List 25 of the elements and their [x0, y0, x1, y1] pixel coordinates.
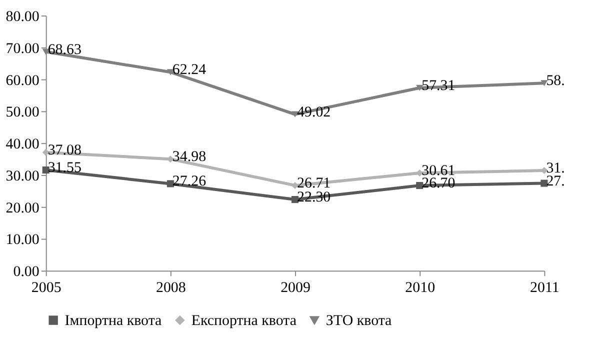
x-tick-label: 2009 [280, 280, 310, 296]
data-label: 57.31 [422, 78, 456, 94]
x-tick-label: 2011 [530, 280, 560, 296]
x-tick-label: 2008 [156, 280, 186, 296]
y-tick-label: 30.00 [6, 168, 40, 184]
y-tick-label: 10.00 [6, 232, 40, 248]
y-tick-label: 40.00 [6, 136, 40, 153]
y-tick-label: 50.00 [6, 104, 40, 121]
data-label: 62.24 [172, 62, 207, 78]
data-label: 49.02 [297, 104, 331, 120]
legend-label: Імпортна квота [64, 313, 162, 330]
y-tick-label: 60.00 [6, 72, 40, 89]
data-label: 68.63 [48, 42, 82, 58]
data-label: 37.08 [48, 142, 82, 158]
x-tick-label: 2010 [405, 280, 436, 296]
x-tick-label: 2005 [31, 280, 62, 296]
y-tick-label: 20.00 [6, 200, 40, 216]
y-tick-label: 80.00 [6, 8, 40, 25]
legend-label: ЗТО квота [326, 313, 392, 330]
y-tick-label: 0.00 [13, 264, 40, 280]
data-label: 34.98 [172, 149, 206, 166]
annotation: 58. [546, 73, 565, 90]
legend-label: Експортна квота [191, 313, 297, 330]
data-label: 26.71 [297, 175, 331, 192]
y-tick-label: 70.00 [6, 40, 40, 57]
